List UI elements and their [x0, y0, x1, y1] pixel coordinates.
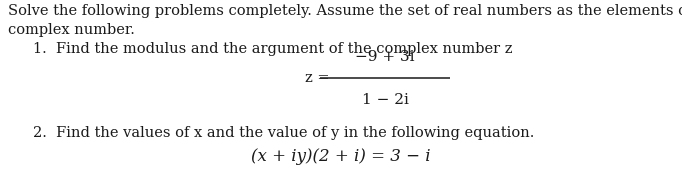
Text: Solve the following problems completely. Assume the set of real numbers as the e: Solve the following problems completely.… — [8, 4, 682, 18]
Text: 1 − 2i: 1 − 2i — [361, 93, 409, 107]
Text: complex number.: complex number. — [8, 23, 135, 37]
Text: (x + iy)(2 + i) = 3 − i: (x + iy)(2 + i) = 3 − i — [251, 148, 431, 165]
Text: 2.  Find the values of x and the value of y in the following equation.: 2. Find the values of x and the value of… — [33, 126, 535, 140]
Text: 1.  Find the modulus and the argument of the complex number z: 1. Find the modulus and the argument of … — [33, 42, 512, 56]
Text: z =: z = — [305, 70, 329, 84]
Text: −9 + 3i: −9 + 3i — [355, 50, 415, 64]
